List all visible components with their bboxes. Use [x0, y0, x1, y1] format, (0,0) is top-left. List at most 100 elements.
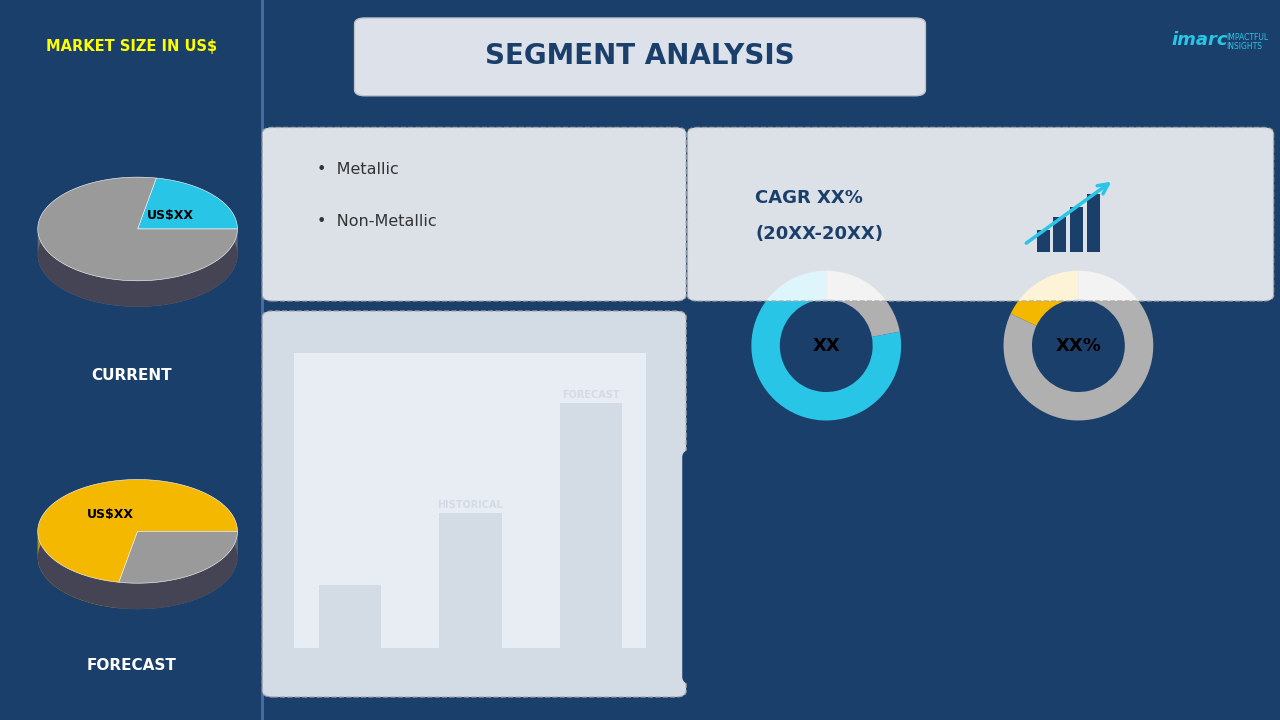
Polygon shape: [209, 265, 210, 292]
Polygon shape: [60, 261, 61, 289]
Polygon shape: [52, 256, 54, 283]
Text: (20XX-20XX): (20XX-20XX): [755, 225, 883, 243]
Polygon shape: [180, 275, 182, 302]
Polygon shape: [92, 275, 95, 302]
Polygon shape: [206, 266, 209, 292]
Bar: [1129, 616, 1219, 633]
Polygon shape: [191, 272, 193, 299]
Wedge shape: [827, 271, 900, 337]
Polygon shape: [91, 577, 93, 603]
Polygon shape: [215, 261, 216, 288]
Polygon shape: [210, 264, 211, 291]
Polygon shape: [152, 280, 154, 306]
Polygon shape: [134, 281, 137, 307]
Polygon shape: [116, 582, 119, 608]
Polygon shape: [56, 259, 59, 287]
Text: •  Metallic: • Metallic: [317, 162, 399, 176]
Polygon shape: [54, 257, 55, 284]
Polygon shape: [182, 275, 184, 301]
Polygon shape: [56, 561, 58, 588]
Polygon shape: [38, 480, 238, 582]
Polygon shape: [166, 278, 169, 305]
Polygon shape: [61, 564, 63, 592]
Polygon shape: [154, 280, 156, 306]
Polygon shape: [101, 277, 104, 304]
Polygon shape: [95, 276, 96, 302]
Polygon shape: [61, 263, 63, 289]
Polygon shape: [60, 564, 61, 590]
Polygon shape: [79, 271, 82, 298]
Polygon shape: [95, 578, 97, 605]
Polygon shape: [108, 279, 110, 305]
Polygon shape: [129, 281, 132, 307]
Polygon shape: [170, 277, 173, 304]
Polygon shape: [123, 280, 125, 306]
Polygon shape: [108, 581, 110, 607]
Polygon shape: [178, 276, 180, 302]
Polygon shape: [110, 279, 113, 305]
Polygon shape: [70, 570, 73, 597]
Polygon shape: [125, 280, 127, 307]
Polygon shape: [83, 273, 86, 299]
Text: SEGMENT ANALYSIS: SEGMENT ANALYSIS: [485, 42, 795, 70]
Polygon shape: [132, 281, 134, 307]
Polygon shape: [59, 261, 60, 287]
Text: XX: XX: [813, 337, 840, 355]
Polygon shape: [82, 272, 83, 299]
Polygon shape: [195, 271, 197, 297]
Polygon shape: [140, 281, 142, 307]
Polygon shape: [138, 178, 238, 229]
Bar: [319, 585, 381, 648]
Polygon shape: [83, 575, 86, 601]
Polygon shape: [159, 279, 161, 305]
Polygon shape: [86, 575, 87, 602]
Polygon shape: [64, 567, 65, 593]
Text: BREAKUP BY TYPES: BREAKUP BY TYPES: [314, 107, 504, 125]
Polygon shape: [74, 269, 76, 295]
Text: MARKET SIZE IN US$: MARKET SIZE IN US$: [46, 40, 216, 54]
Polygon shape: [78, 573, 79, 600]
Polygon shape: [198, 269, 201, 296]
Polygon shape: [76, 572, 78, 599]
Bar: [721, 528, 1129, 545]
Polygon shape: [104, 580, 106, 606]
Polygon shape: [118, 280, 120, 306]
Ellipse shape: [38, 203, 238, 307]
Polygon shape: [137, 281, 140, 307]
Polygon shape: [70, 267, 72, 294]
Polygon shape: [93, 577, 95, 604]
Polygon shape: [82, 575, 83, 600]
Polygon shape: [147, 281, 150, 307]
Polygon shape: [150, 280, 152, 307]
Bar: [439, 513, 502, 648]
Polygon shape: [79, 574, 82, 600]
Text: CAGR XX%: CAGR XX%: [755, 189, 863, 207]
Text: US$XX: US$XX: [146, 209, 193, 222]
Polygon shape: [110, 581, 113, 608]
Text: GROWTH RATE: GROWTH RATE: [869, 107, 1012, 125]
Polygon shape: [219, 258, 220, 285]
Polygon shape: [187, 274, 188, 300]
Polygon shape: [220, 257, 221, 284]
Polygon shape: [76, 269, 78, 297]
Polygon shape: [212, 262, 215, 289]
Bar: [721, 616, 1219, 633]
Polygon shape: [173, 277, 175, 303]
Polygon shape: [90, 577, 91, 603]
Polygon shape: [99, 276, 101, 303]
Text: FORECAST: FORECAST: [86, 658, 177, 672]
Polygon shape: [211, 263, 212, 289]
Polygon shape: [65, 567, 68, 594]
Text: XX%: XX%: [1212, 582, 1247, 595]
Polygon shape: [55, 258, 56, 285]
Wedge shape: [751, 271, 901, 420]
Polygon shape: [175, 276, 178, 303]
Polygon shape: [97, 579, 100, 606]
Polygon shape: [113, 582, 114, 608]
Polygon shape: [88, 274, 90, 300]
Bar: [1129, 528, 1219, 545]
Polygon shape: [73, 571, 74, 598]
Text: •  Non-Metallic: • Non-Metallic: [317, 214, 436, 228]
Polygon shape: [68, 266, 70, 293]
Polygon shape: [38, 177, 238, 281]
